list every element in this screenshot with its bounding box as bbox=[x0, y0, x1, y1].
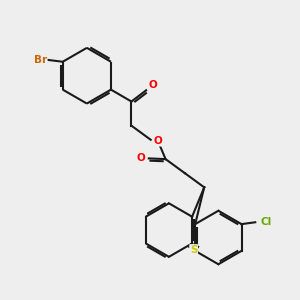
Text: Cl: Cl bbox=[260, 217, 271, 227]
Text: S: S bbox=[190, 245, 197, 255]
Text: O: O bbox=[137, 153, 146, 163]
Text: Br: Br bbox=[34, 55, 47, 64]
Text: O: O bbox=[148, 80, 157, 90]
Text: O: O bbox=[153, 136, 162, 146]
